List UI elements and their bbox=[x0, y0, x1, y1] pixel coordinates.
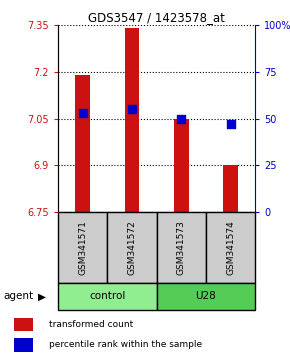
Bar bbox=[75, 75, 90, 212]
Bar bbox=[174, 119, 188, 212]
Bar bbox=[124, 28, 139, 212]
Text: GSM341571: GSM341571 bbox=[78, 220, 87, 275]
Text: control: control bbox=[89, 291, 126, 302]
Point bbox=[228, 121, 233, 127]
Bar bbox=[14, 318, 33, 331]
Text: agent: agent bbox=[3, 291, 33, 302]
Text: transformed count: transformed count bbox=[49, 320, 133, 329]
Bar bbox=[157, 283, 255, 310]
Text: ▶: ▶ bbox=[38, 291, 46, 302]
Bar bbox=[58, 283, 157, 310]
Bar bbox=[58, 212, 107, 283]
Bar bbox=[107, 212, 157, 283]
Text: percentile rank within the sample: percentile rank within the sample bbox=[49, 340, 202, 349]
Bar bbox=[206, 212, 255, 283]
Bar bbox=[223, 165, 238, 212]
Point bbox=[130, 106, 134, 112]
Point bbox=[80, 110, 85, 116]
Text: GSM341574: GSM341574 bbox=[226, 221, 235, 275]
Bar bbox=[157, 212, 206, 283]
Text: U28: U28 bbox=[195, 291, 216, 302]
Text: GSM341573: GSM341573 bbox=[177, 220, 186, 275]
Point bbox=[179, 116, 184, 121]
Text: GSM341572: GSM341572 bbox=[127, 221, 137, 275]
Title: GDS3547 / 1423578_at: GDS3547 / 1423578_at bbox=[88, 11, 225, 24]
Bar bbox=[14, 338, 33, 352]
